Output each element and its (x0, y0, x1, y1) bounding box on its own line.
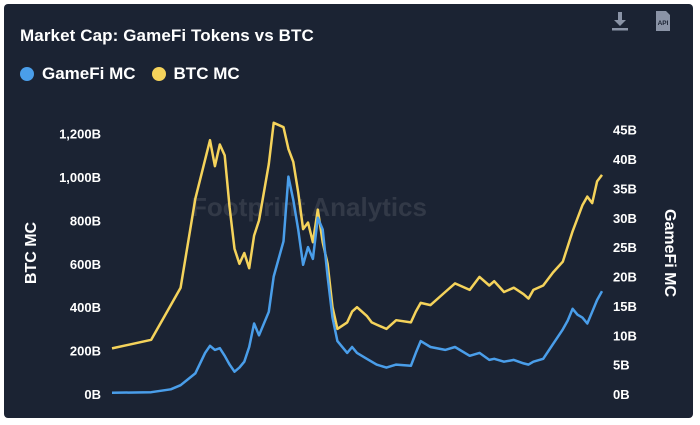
left-tick-label: 200B (70, 344, 101, 359)
right-tick-label: 0B (613, 387, 630, 402)
right-tick-label: 5B (613, 358, 630, 373)
legend-label-gamefi: GameFi MC (42, 64, 136, 83)
right-tick-label: 45B (613, 123, 637, 138)
legend-dot-btc (151, 67, 166, 81)
legend-item-gamefi[interactable]: GameFi MC (20, 64, 136, 84)
right-tick-label: 30B (613, 211, 637, 226)
chart-title: Market Cap: GameFi Tokens vs BTC (20, 26, 314, 45)
series-line-gamefi-mc[interactable] (111, 175, 604, 395)
right-axis-label: GameFi MC (661, 209, 678, 297)
left-tick-label: 1,000B (59, 170, 101, 185)
api-icon[interactable]: API (652, 10, 674, 32)
right-tick-label: 25B (613, 240, 637, 255)
watermark: Footprint Analytics (191, 192, 427, 222)
right-tick-label: 35B (613, 181, 637, 196)
left-tick-label: 600B (70, 257, 101, 272)
left-tick-label: 400B (70, 300, 101, 315)
left-tick-label: 1,200B (59, 127, 101, 142)
right-tick-label: 15B (613, 299, 637, 314)
legend-dot-gamefi (20, 67, 34, 81)
left-axis-label: BTC MC (23, 221, 40, 284)
legend-item-btc[interactable]: BTC MC (151, 64, 240, 84)
chart-card: Market Cap: GameFi Tokens vs BTC GameFi … (4, 4, 693, 418)
left-tick-label: 0B (84, 387, 101, 402)
right-tick-label: 10B (613, 328, 637, 343)
download-icon[interactable] (609, 10, 631, 32)
legend-label-btc: BTC MC (173, 64, 240, 83)
right-tick-label: 40B (613, 152, 637, 167)
api-label: API (658, 20, 669, 27)
chart-plot: Footprint Analytics 0B 200B 400B 600B 800B 1,… (23, 121, 678, 402)
left-tick-label: 800B (70, 213, 101, 228)
right-tick-label: 20B (613, 270, 637, 285)
series-line-btc-mc[interactable] (111, 121, 603, 350)
chart-legend: GameFi MC BTC MC (20, 64, 256, 84)
